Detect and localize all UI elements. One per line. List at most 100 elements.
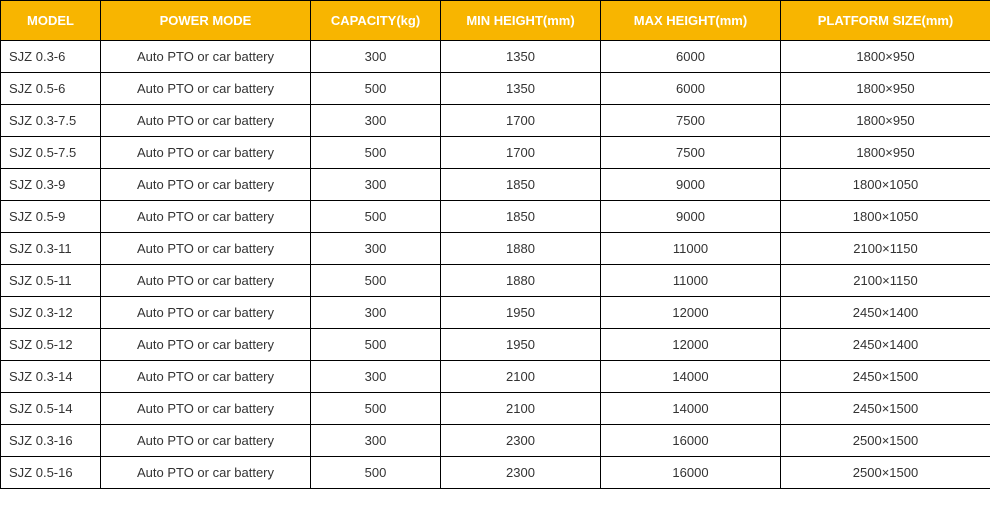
cell-power_mode: Auto PTO or car battery: [101, 201, 311, 233]
col-header-model: MODEL: [1, 1, 101, 41]
cell-min_height: 2100: [441, 361, 601, 393]
cell-model: SJZ 0.3-6: [1, 41, 101, 73]
cell-platform_size: 2450×1500: [781, 393, 990, 425]
cell-max_height: 11000: [601, 265, 781, 297]
table-row: SJZ 0.5-16Auto PTO or car battery5002300…: [1, 457, 990, 489]
cell-power_mode: Auto PTO or car battery: [101, 233, 311, 265]
cell-power_mode: Auto PTO or car battery: [101, 393, 311, 425]
cell-platform_size: 1800×950: [781, 105, 990, 137]
cell-min_height: 1850: [441, 201, 601, 233]
cell-power_mode: Auto PTO or car battery: [101, 425, 311, 457]
cell-min_height: 1950: [441, 297, 601, 329]
cell-power_mode: Auto PTO or car battery: [101, 457, 311, 489]
cell-max_height: 16000: [601, 425, 781, 457]
cell-capacity: 300: [311, 361, 441, 393]
cell-platform_size: 2100×1150: [781, 265, 990, 297]
cell-min_height: 1880: [441, 233, 601, 265]
cell-max_height: 7500: [601, 137, 781, 169]
cell-model: SJZ 0.5-11: [1, 265, 101, 297]
cell-min_height: 1950: [441, 329, 601, 361]
cell-platform_size: 2100×1150: [781, 233, 990, 265]
cell-platform_size: 1800×950: [781, 41, 990, 73]
table-row: SJZ 0.5-7.5Auto PTO or car battery500170…: [1, 137, 990, 169]
cell-platform_size: 1800×950: [781, 73, 990, 105]
table-row: SJZ 0.3-7.5Auto PTO or car battery300170…: [1, 105, 990, 137]
cell-max_height: 14000: [601, 393, 781, 425]
cell-power_mode: Auto PTO or car battery: [101, 361, 311, 393]
cell-platform_size: 1800×950: [781, 137, 990, 169]
col-header-max-height: MAX HEIGHT(mm): [601, 1, 781, 41]
cell-capacity: 500: [311, 329, 441, 361]
table-row: SJZ 0.3-11Auto PTO or car battery3001880…: [1, 233, 990, 265]
cell-max_height: 6000: [601, 41, 781, 73]
cell-max_height: 12000: [601, 297, 781, 329]
cell-platform_size: 1800×1050: [781, 169, 990, 201]
cell-capacity: 300: [311, 425, 441, 457]
cell-max_height: 9000: [601, 169, 781, 201]
cell-capacity: 300: [311, 41, 441, 73]
cell-max_height: 12000: [601, 329, 781, 361]
cell-min_height: 1700: [441, 137, 601, 169]
cell-platform_size: 1800×1050: [781, 201, 990, 233]
cell-min_height: 1700: [441, 105, 601, 137]
table-row: SJZ 0.3-12Auto PTO or car battery3001950…: [1, 297, 990, 329]
cell-max_height: 9000: [601, 201, 781, 233]
cell-capacity: 300: [311, 105, 441, 137]
cell-model: SJZ 0.3-7.5: [1, 105, 101, 137]
cell-power_mode: Auto PTO or car battery: [101, 169, 311, 201]
cell-power_mode: Auto PTO or car battery: [101, 73, 311, 105]
cell-model: SJZ 0.3-16: [1, 425, 101, 457]
cell-min_height: 2100: [441, 393, 601, 425]
table-row: SJZ 0.3-6Auto PTO or car battery30013506…: [1, 41, 990, 73]
cell-capacity: 300: [311, 233, 441, 265]
cell-power_mode: Auto PTO or car battery: [101, 41, 311, 73]
cell-model: SJZ 0.3-9: [1, 169, 101, 201]
cell-power_mode: Auto PTO or car battery: [101, 265, 311, 297]
cell-platform_size: 2500×1500: [781, 425, 990, 457]
table-row: SJZ 0.3-16Auto PTO or car battery3002300…: [1, 425, 990, 457]
cell-max_height: 11000: [601, 233, 781, 265]
table-row: SJZ 0.5-14Auto PTO or car battery5002100…: [1, 393, 990, 425]
table-row: SJZ 0.5-12Auto PTO or car battery5001950…: [1, 329, 990, 361]
cell-platform_size: 2450×1400: [781, 329, 990, 361]
cell-capacity: 500: [311, 265, 441, 297]
cell-max_height: 16000: [601, 457, 781, 489]
cell-model: SJZ 0.5-16: [1, 457, 101, 489]
cell-model: SJZ 0.3-11: [1, 233, 101, 265]
cell-min_height: 1880: [441, 265, 601, 297]
cell-capacity: 500: [311, 457, 441, 489]
cell-capacity: 500: [311, 73, 441, 105]
cell-power_mode: Auto PTO or car battery: [101, 329, 311, 361]
cell-platform_size: 2450×1400: [781, 297, 990, 329]
col-header-power-mode: POWER MODE: [101, 1, 311, 41]
cell-platform_size: 2450×1500: [781, 361, 990, 393]
cell-max_height: 7500: [601, 105, 781, 137]
cell-model: SJZ 0.5-9: [1, 201, 101, 233]
cell-min_height: 1850: [441, 169, 601, 201]
cell-model: SJZ 0.5-6: [1, 73, 101, 105]
spec-table-body: SJZ 0.3-6Auto PTO or car battery30013506…: [1, 41, 990, 489]
cell-min_height: 2300: [441, 457, 601, 489]
spec-table: MODEL POWER MODE CAPACITY(kg) MIN HEIGHT…: [0, 0, 990, 489]
cell-capacity: 300: [311, 297, 441, 329]
cell-capacity: 500: [311, 137, 441, 169]
cell-capacity: 300: [311, 169, 441, 201]
cell-max_height: 14000: [601, 361, 781, 393]
cell-min_height: 2300: [441, 425, 601, 457]
cell-model: SJZ 0.3-14: [1, 361, 101, 393]
cell-min_height: 1350: [441, 73, 601, 105]
table-row: SJZ 0.5-6Auto PTO or car battery50013506…: [1, 73, 990, 105]
cell-max_height: 6000: [601, 73, 781, 105]
table-row: SJZ 0.3-14Auto PTO or car battery3002100…: [1, 361, 990, 393]
table-row: SJZ 0.5-11Auto PTO or car battery5001880…: [1, 265, 990, 297]
cell-model: SJZ 0.3-12: [1, 297, 101, 329]
col-header-capacity: CAPACITY(kg): [311, 1, 441, 41]
cell-model: SJZ 0.5-7.5: [1, 137, 101, 169]
cell-capacity: 500: [311, 201, 441, 233]
table-row: SJZ 0.3-9Auto PTO or car battery30018509…: [1, 169, 990, 201]
col-header-platform-size: PLATFORM SIZE(mm): [781, 1, 990, 41]
col-header-min-height: MIN HEIGHT(mm): [441, 1, 601, 41]
cell-min_height: 1350: [441, 41, 601, 73]
cell-model: SJZ 0.5-12: [1, 329, 101, 361]
table-header-row: MODEL POWER MODE CAPACITY(kg) MIN HEIGHT…: [1, 1, 990, 41]
